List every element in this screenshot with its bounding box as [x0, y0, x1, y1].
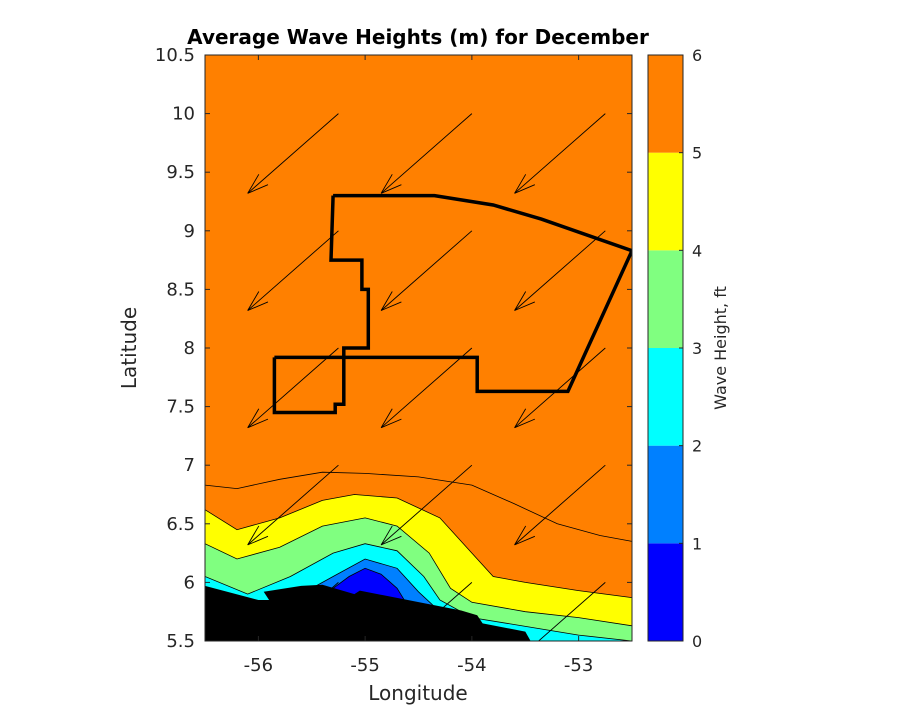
colorbar-ticks: 0 1 2 3 4 5 6	[679, 46, 702, 651]
colorbar-segment-3	[648, 250, 683, 348]
contour-line-0	[205, 471, 632, 542]
wind-arrow-10	[380, 347, 473, 429]
colorbar-tick-label: 5	[692, 144, 702, 163]
y-tick-label: 10	[172, 104, 195, 125]
x-tick-label: -54	[457, 655, 486, 676]
colorbar-tick-label: 3	[692, 339, 702, 358]
colorbar-tick-label: 1	[692, 534, 702, 553]
y-tick-label: 7	[184, 455, 195, 476]
wind-arrow-17	[271, 582, 339, 641]
wind-arrow-19	[537, 582, 606, 641]
wind-arrow-2	[380, 113, 473, 194]
wind-arrows	[205, 113, 606, 641]
y-tick-label: 5.5	[166, 631, 195, 652]
colorbar-tick-label: 4	[692, 241, 702, 260]
wind-arrow-11	[514, 347, 606, 429]
y-tick-label: 10.5	[155, 45, 195, 66]
x-tick-label: -56	[244, 655, 273, 676]
x-axis-label: Longitude	[368, 681, 467, 705]
wind-arrow-3	[514, 113, 606, 194]
land-mask	[205, 584, 531, 641]
plot-area	[205, 55, 632, 641]
wind-arrow-7	[514, 230, 606, 311]
wind-arrow-15	[514, 464, 606, 546]
colorbar-tick-label: 6	[692, 46, 702, 65]
y-axis-label: Latitude	[117, 307, 141, 389]
colorbar-segment-5	[648, 55, 683, 153]
wind-arrow-18	[404, 582, 473, 641]
x-axis-ticks: -56 -55 -54 -53	[244, 55, 593, 676]
secondary-boundary-polygon	[272, 355, 346, 415]
y-tick-label: 9	[184, 221, 195, 242]
boundary-polygon	[329, 193, 632, 394]
y-tick-label: 8.5	[166, 279, 195, 300]
colorbar-tick-label: 2	[692, 437, 702, 456]
colorbar-segment-0	[648, 543, 683, 641]
contour-lines	[205, 471, 632, 542]
wind-arrow-9	[247, 347, 339, 429]
colorbar-label: Wave Height, ft	[711, 286, 730, 410]
y-tick-label: 6.5	[166, 514, 195, 535]
x-tick-label: -53	[564, 655, 593, 676]
wind-arrow-13	[247, 464, 339, 546]
colorbar-segment-1	[648, 445, 683, 544]
y-tick-label: 6	[184, 572, 195, 593]
wind-arrow-6	[380, 230, 473, 311]
colorbar-tick-label: 0	[692, 632, 702, 651]
wind-arrow-14	[380, 464, 473, 546]
colorbar-segment-2	[648, 348, 683, 446]
y-tick-label: 9.5	[166, 162, 195, 183]
wind-arrow-5	[247, 230, 339, 311]
colorbar	[648, 55, 683, 641]
x-tick-label: -55	[350, 655, 379, 676]
y-axis-ticks: 5.5 6 6.5 7 7.5 8 8.5 9 9.5 10 10.5	[155, 45, 632, 652]
y-tick-label: 8	[184, 338, 195, 359]
y-tick-label: 7.5	[166, 397, 195, 418]
chart-title: Average Wave Heights (m) for December	[187, 25, 649, 49]
colorbar-segment-4	[648, 152, 683, 251]
wind-arrow-1	[247, 113, 339, 194]
